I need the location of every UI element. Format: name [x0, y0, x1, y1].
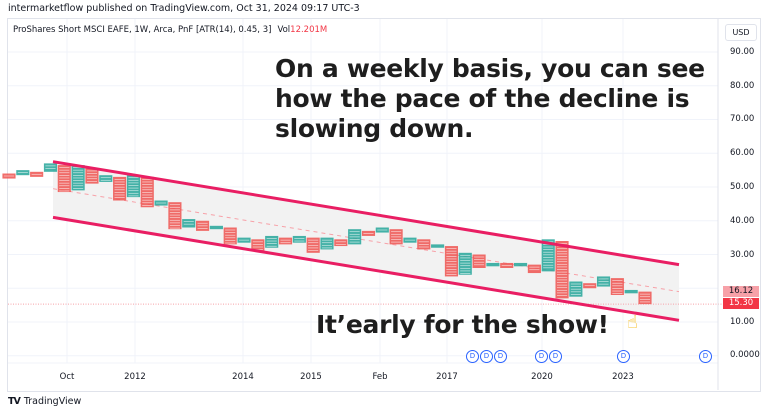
- prev-price-badge: 16.12: [723, 286, 759, 297]
- pnf-column-o: [168, 202, 182, 230]
- pnf-column-x: [624, 289, 638, 294]
- pnf-column-o: [472, 254, 486, 268]
- pnf-column-x: [292, 235, 306, 243]
- y-tick-90: 90.00: [730, 47, 755, 57]
- x-tick-2017: 2017: [436, 372, 458, 382]
- volume-value: 12.201M: [290, 25, 328, 35]
- pnf-column-x: [458, 252, 472, 275]
- channel-midline: [52, 188, 680, 293]
- pnf-column-x: [320, 237, 334, 250]
- dividend-marker-icon[interactable]: D: [494, 350, 507, 363]
- y-tick-30: 30.00: [730, 250, 755, 260]
- pnf-column-x: [513, 262, 528, 267]
- pnf-column-o: [278, 237, 293, 245]
- y-tick-60: 60.00: [730, 148, 755, 158]
- annotation-line-1: On a weekly basis, you can see: [275, 54, 705, 83]
- pnf-column-o: [334, 239, 348, 247]
- published-line: intermarketflow published on TradingView…: [8, 3, 360, 14]
- pnf-column-o: [113, 176, 127, 201]
- channel-lower-line: [52, 215, 680, 322]
- y-tick-10: 10.00: [730, 317, 755, 327]
- channel-upper-line: [52, 160, 680, 267]
- dividend-marker-icon[interactable]: D: [699, 350, 712, 363]
- y-tick-70: 70.00: [730, 114, 755, 124]
- pnf-column-x: [486, 262, 500, 267]
- y-tick-40: 40.00: [730, 216, 755, 226]
- channel-fill: [53, 161, 679, 321]
- x-tick-oct: Oct: [59, 372, 75, 382]
- pnf-column-o: [527, 264, 541, 274]
- dividend-marker-icon[interactable]: D: [480, 350, 493, 363]
- x-tick-2012: 2012: [124, 372, 146, 382]
- pnf-column-x: [265, 235, 279, 248]
- dividend-marker-icon[interactable]: D: [466, 350, 479, 363]
- annotation-main-note[interactable]: On a weekly basis, you can see how the p…: [275, 54, 705, 144]
- x-tick-feb: Feb: [372, 372, 388, 382]
- symbol-legend[interactable]: ProShares Short MSCI EAFE, 1W, Arca, PnF…: [13, 25, 327, 35]
- volume-label: Vol: [277, 25, 291, 35]
- pnf-column-x: [126, 175, 141, 198]
- pnf-column-x: [209, 225, 223, 230]
- x-tick-2020: 2020: [531, 372, 553, 382]
- chart-pane[interactable]: [7, 18, 761, 392]
- tradingview-name: TradingView: [23, 396, 82, 407]
- pnf-column-o: [638, 291, 652, 305]
- symbol-line: ProShares Short MSCI EAFE, 1W, Arca, PnF…: [13, 25, 272, 35]
- pnf-column-x: [99, 175, 113, 182]
- dividend-marker-icon[interactable]: D: [617, 350, 630, 363]
- y-tick-80: 80.00: [730, 81, 755, 91]
- dividend-marker-icon[interactable]: D: [535, 350, 548, 363]
- currency-button[interactable]: USD: [725, 24, 757, 41]
- y-tick-50: 50.00: [730, 182, 755, 192]
- tradingview-brand[interactable]: TV TradingView: [8, 396, 81, 407]
- x-tick-2014: 2014: [232, 372, 254, 382]
- annotation-line-2: how the pace of the decline is: [275, 84, 690, 113]
- pnf-column-x: [182, 219, 196, 228]
- tradingview-logo-icon: TV: [8, 396, 21, 407]
- pnf-column-x: [43, 163, 58, 172]
- dividend-marker-icon[interactable]: D: [549, 350, 562, 363]
- y-tick-0: 0.0000: [730, 350, 760, 360]
- x-tick-2023: 2023: [612, 372, 634, 382]
- pointing-hand-icon: ☝: [627, 312, 638, 333]
- last-price-badge: 15.30: [723, 298, 759, 309]
- pnf-column-x: [431, 244, 445, 248]
- pnf-column-o: [57, 165, 71, 193]
- annotation-line-3: slowing down.: [275, 114, 474, 143]
- x-tick-2015: 2015: [300, 372, 322, 382]
- annotation-bottom-note[interactable]: It’early for the show!: [316, 310, 609, 339]
- pnf-column-o: [251, 239, 265, 252]
